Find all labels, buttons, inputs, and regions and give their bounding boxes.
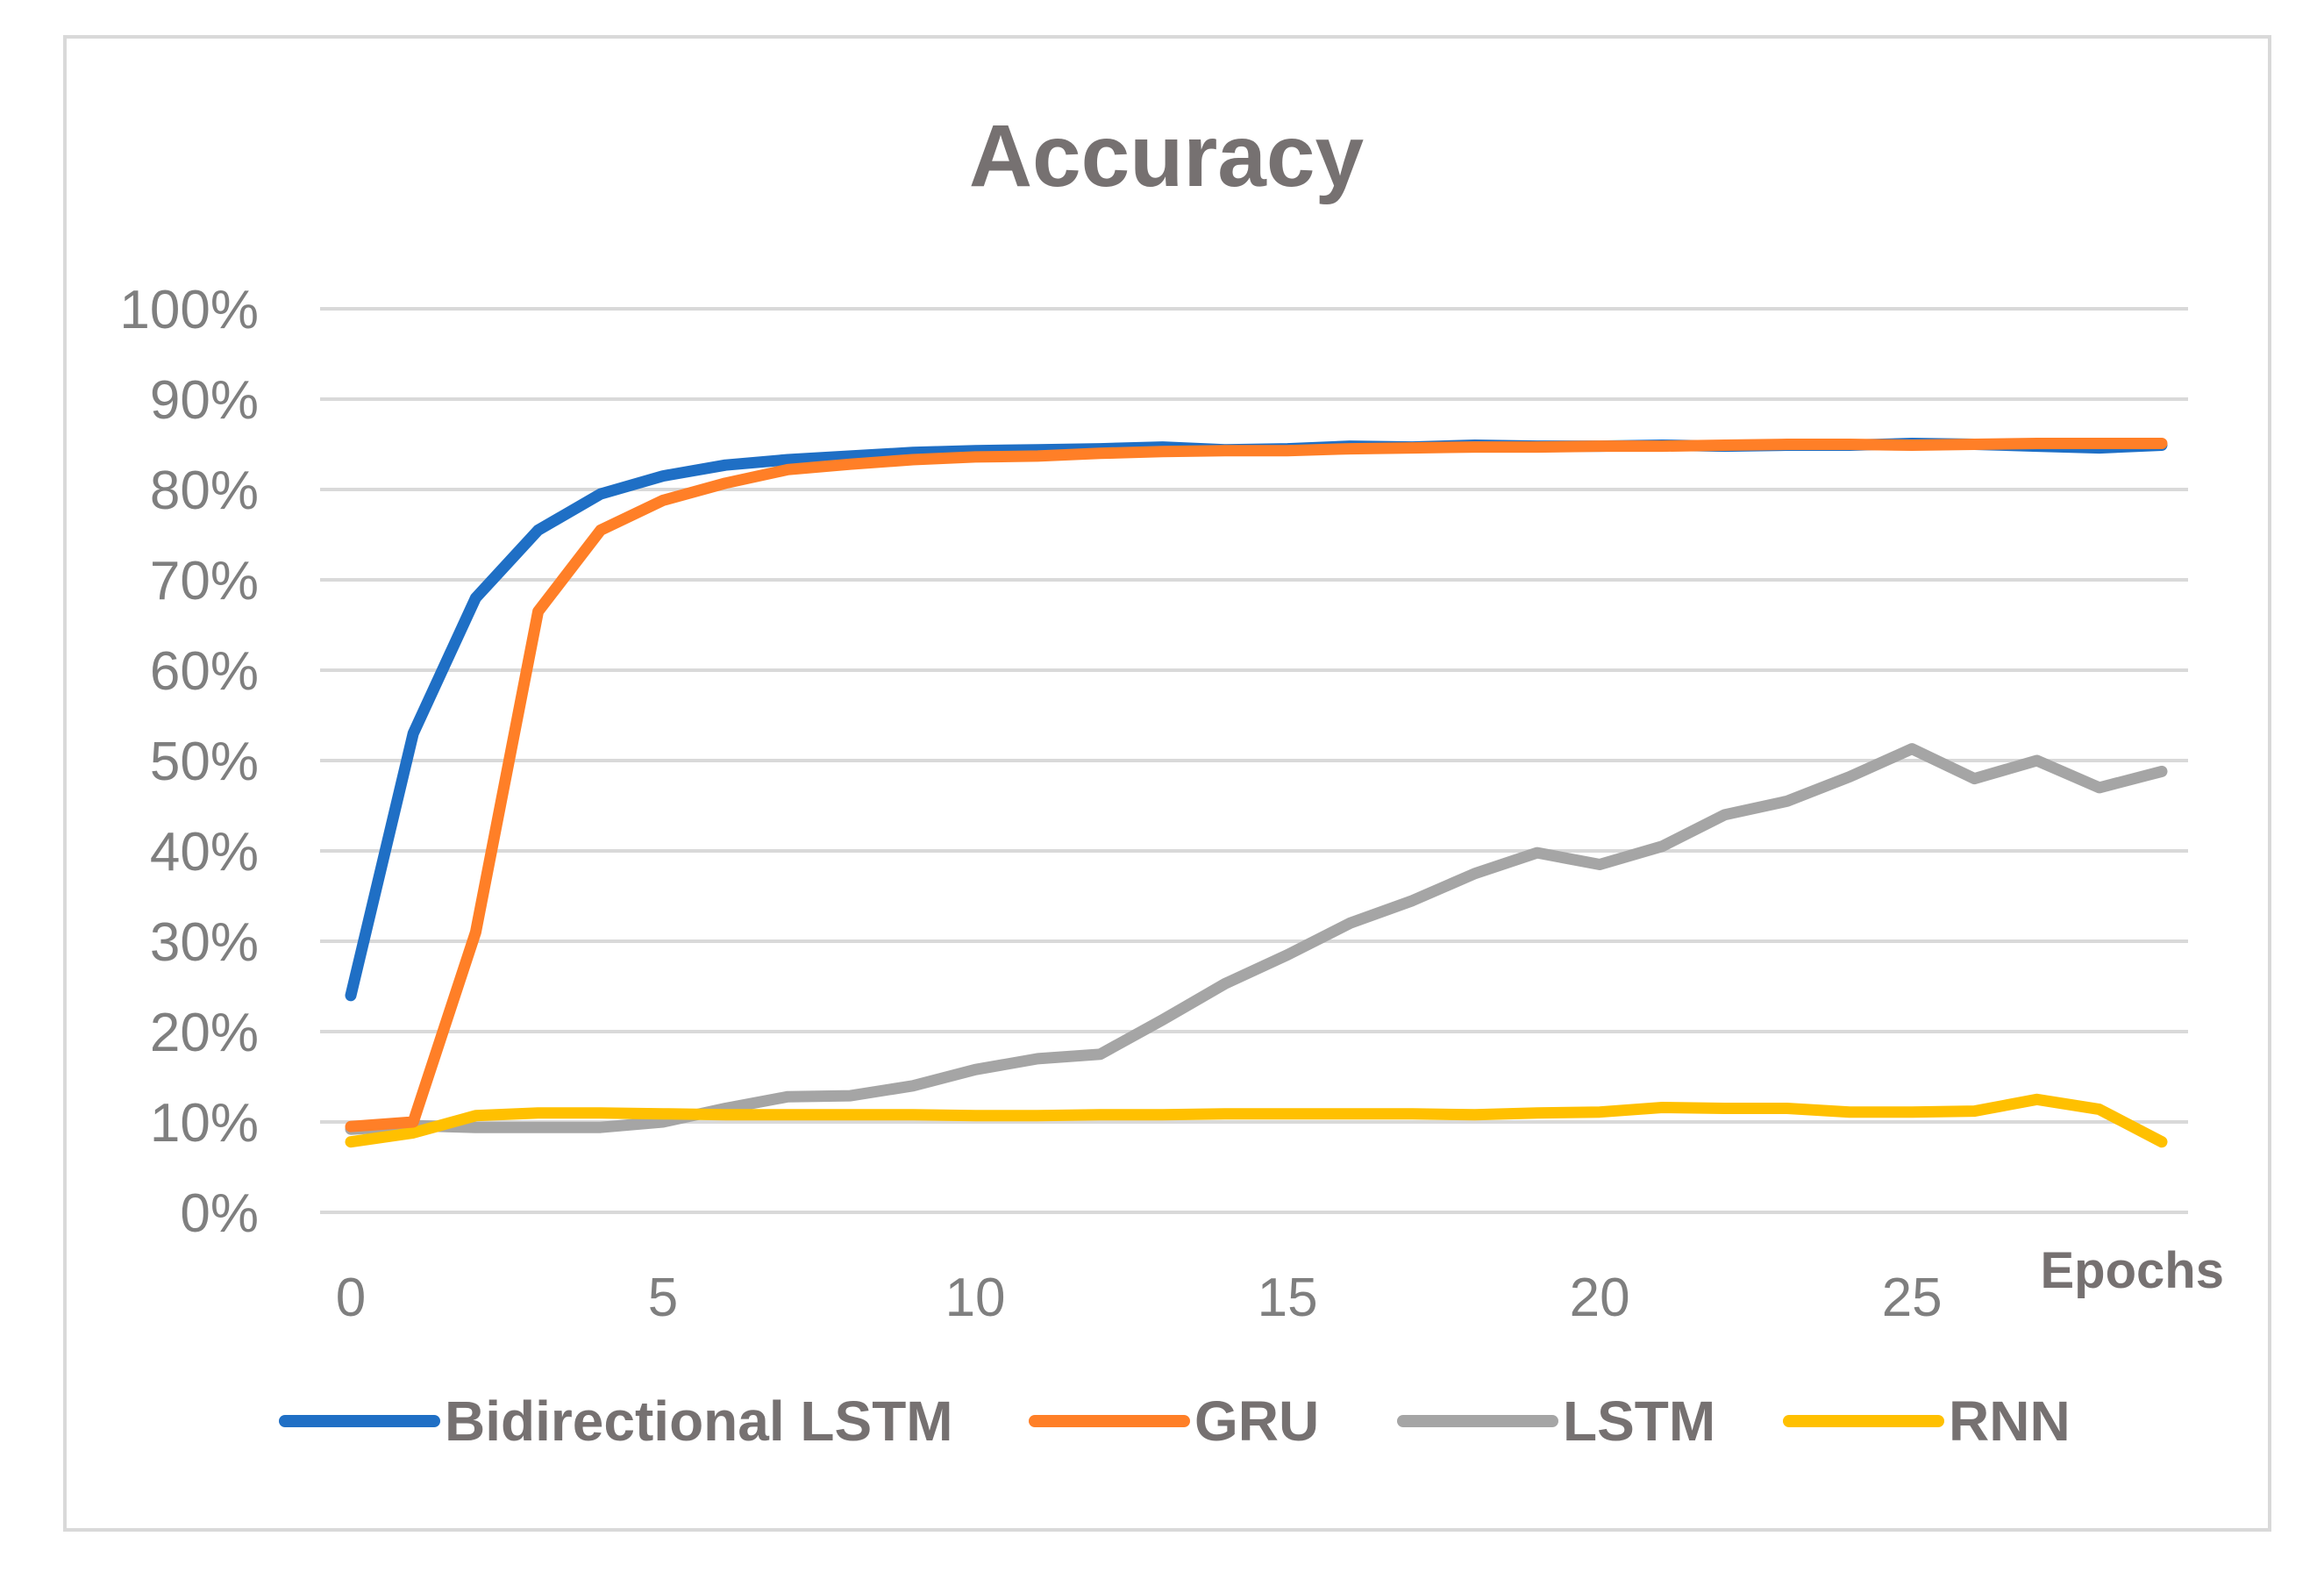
y-tick-label: 30% bbox=[150, 912, 259, 973]
chart-title: Accuracy bbox=[969, 107, 1365, 205]
y-tick-label: 20% bbox=[150, 1003, 259, 1063]
x-tick-label: 0 bbox=[336, 1268, 366, 1328]
y-tick-label: 10% bbox=[150, 1093, 259, 1154]
legend-label-gru: GRU bbox=[1194, 1390, 1319, 1453]
series-line-lstm bbox=[345, 743, 2168, 1135]
legend-label-rnn: RNN bbox=[1949, 1390, 2071, 1453]
y-tick-label: 40% bbox=[150, 822, 259, 882]
x-tick-label: 10 bbox=[945, 1268, 1006, 1328]
series-line-rnn bbox=[345, 1093, 2168, 1148]
chart-frame bbox=[63, 35, 2271, 1532]
x-axis-label: Epochs bbox=[2041, 1242, 2225, 1299]
x-tick-label: 25 bbox=[1882, 1268, 1943, 1328]
y-tick-label: 80% bbox=[150, 461, 259, 521]
y-tick-label: 0% bbox=[180, 1183, 259, 1244]
series-lines bbox=[345, 438, 2168, 1148]
y-tick-label: 90% bbox=[150, 370, 259, 431]
series-line-bidirectional-lstm bbox=[345, 438, 2168, 1002]
y-axis-tick-labels: 0% 10% 20% 30% 40% 50% 60% 70% 80% 90% 100% bbox=[119, 280, 259, 1244]
x-axis-tick-labels: 0 5 10 15 20 25 bbox=[336, 1268, 1943, 1328]
x-tick-label: 20 bbox=[1570, 1268, 1630, 1328]
legend: Bidirectional LSTM GRU LSTM RNN bbox=[279, 1390, 2071, 1453]
x-tick-label: 15 bbox=[1258, 1268, 1318, 1328]
x-tick-label: 5 bbox=[648, 1268, 678, 1328]
y-tick-label: 50% bbox=[150, 732, 259, 792]
legend-label-lstm: LSTM bbox=[1563, 1390, 1715, 1453]
y-tick-label: 60% bbox=[150, 641, 259, 702]
y-tick-label: 70% bbox=[150, 551, 259, 611]
y-tick-label: 100% bbox=[119, 280, 259, 340]
legend-label-bidirectional-lstm: Bidirectional LSTM bbox=[445, 1390, 953, 1453]
series-line-gru bbox=[345, 438, 2168, 1132]
